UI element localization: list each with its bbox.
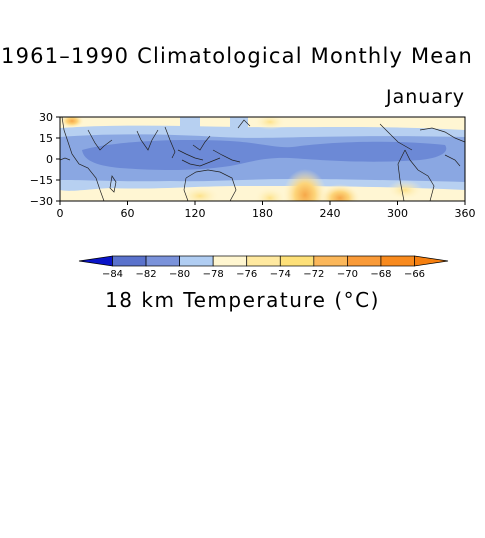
y-axis: 30 15 0 −15 −30 xyxy=(30,111,60,208)
colorbar-segment xyxy=(414,255,449,267)
map-title: 1961–1990 Climatological Monthly Mean xyxy=(1,44,473,68)
variable-caption: 18 km Temperature (°C) xyxy=(105,288,380,312)
colorbar-tick-label: −80 xyxy=(169,269,190,280)
y-tick-label: 30 xyxy=(39,111,53,124)
colorbar-tick-label: −72 xyxy=(303,269,324,280)
x-tick-label: 180 xyxy=(252,207,273,220)
colorbar-segment xyxy=(112,255,147,267)
month-label: January xyxy=(385,86,465,108)
colorbar-tick-label: −74 xyxy=(270,269,291,280)
colorbar: −84 −82 −80 −78 −76 −74 −72 −70 −68 −66 xyxy=(78,255,449,280)
colorbar-segment xyxy=(279,255,315,267)
colorbar-segment xyxy=(380,255,415,267)
colorbar-tick-label: −70 xyxy=(337,269,358,280)
colorbar-tick-label: −68 xyxy=(370,269,391,280)
y-tick-label: −15 xyxy=(30,174,53,187)
colorbar-segment xyxy=(179,255,214,267)
x-axis: 0 60 120 180 240 300 360 xyxy=(57,201,476,220)
colorbar-segment xyxy=(145,255,180,267)
x-tick-label: 360 xyxy=(455,207,476,220)
coastlines xyxy=(60,117,465,201)
x-tick-label: 0 xyxy=(57,207,64,220)
y-tick-label: 0 xyxy=(46,153,53,166)
colorbar-tick-label: −82 xyxy=(136,269,157,280)
y-tick-label: 15 xyxy=(39,132,53,145)
x-tick-label: 240 xyxy=(320,207,341,220)
colorbar-tick-label: −78 xyxy=(203,269,224,280)
colorbar-tick-label: −66 xyxy=(404,269,425,280)
x-tick-label: 120 xyxy=(185,207,206,220)
colorbar-segment xyxy=(347,255,382,267)
colorbar-segment xyxy=(212,255,248,267)
temperature-field xyxy=(60,117,465,201)
x-tick-label: 60 xyxy=(121,207,135,220)
colorbar-segment xyxy=(78,255,113,267)
colorbar-tick-label: −84 xyxy=(102,269,123,280)
colorbar-tick-label: −76 xyxy=(236,269,257,280)
colorbar-segment xyxy=(246,255,281,267)
colorbar-segment xyxy=(313,255,348,267)
x-tick-label: 300 xyxy=(387,207,408,220)
y-tick-label: −30 xyxy=(30,195,53,208)
